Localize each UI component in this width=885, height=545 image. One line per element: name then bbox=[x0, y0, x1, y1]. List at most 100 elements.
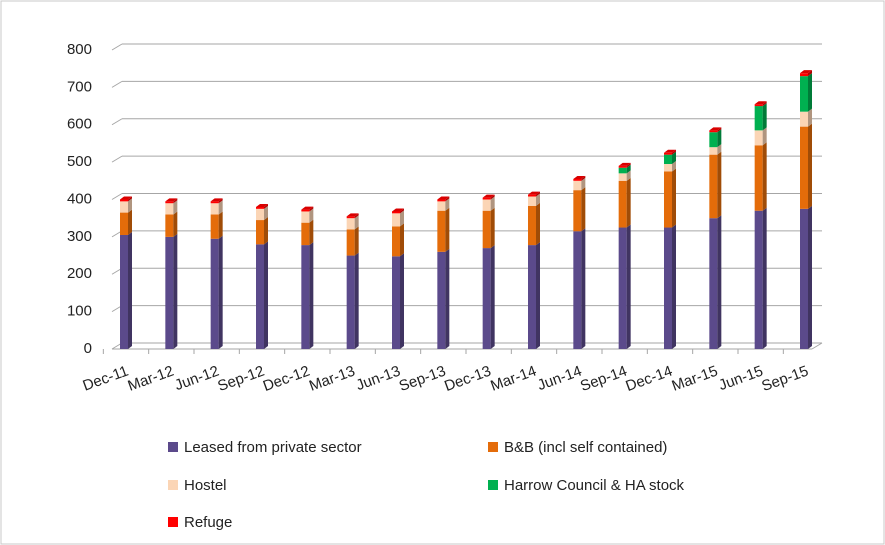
grid-line-side bbox=[111, 155, 123, 163]
bar-top bbox=[301, 206, 314, 210]
bar-segment bbox=[437, 201, 446, 211]
bar-segment-side bbox=[672, 149, 676, 155]
bar-segment-side bbox=[808, 70, 812, 77]
bar-segment bbox=[482, 210, 491, 249]
bar-segment bbox=[528, 196, 536, 206]
bar-segment-side bbox=[536, 202, 540, 246]
bar-segment-side bbox=[490, 207, 495, 249]
bar-segment-side bbox=[354, 252, 359, 349]
bar-segment-side bbox=[717, 215, 722, 349]
bar-segment bbox=[800, 126, 808, 209]
bar-segment bbox=[528, 194, 536, 197]
bar-segment-side bbox=[581, 177, 586, 191]
bar-top bbox=[120, 196, 132, 200]
bar-segment-side bbox=[400, 253, 404, 349]
bar-segment-side bbox=[536, 193, 540, 206]
bar-segment-side bbox=[626, 224, 631, 349]
y-tick-label: 400 bbox=[67, 190, 92, 207]
bar-segment bbox=[120, 199, 128, 202]
bar-segment-side bbox=[717, 151, 722, 219]
bar-segment-side bbox=[400, 208, 404, 214]
bar-segment bbox=[754, 145, 763, 211]
bar-segment-side bbox=[717, 127, 722, 133]
bar-segment-side bbox=[626, 177, 631, 228]
bar-segment bbox=[346, 218, 355, 230]
bar-segment bbox=[664, 163, 672, 172]
bar-segment bbox=[709, 132, 718, 148]
bar-segment-side bbox=[672, 168, 676, 228]
bar-segment-side bbox=[354, 213, 359, 219]
bar-top bbox=[437, 196, 450, 200]
legend-label: Harrow Council & HA stock bbox=[504, 477, 685, 494]
y-tick-label: 200 bbox=[67, 265, 92, 282]
bar-segment-side bbox=[490, 196, 495, 211]
bar-segment bbox=[482, 199, 491, 211]
bar-segment bbox=[573, 231, 582, 349]
bar-segment-side bbox=[445, 248, 450, 349]
bar-segment-side bbox=[218, 200, 223, 215]
bar-segment bbox=[754, 104, 763, 107]
grid-line-side bbox=[111, 43, 123, 51]
bar-segment-side bbox=[490, 245, 495, 349]
bar-segment-side bbox=[354, 226, 359, 256]
bar-segment-side bbox=[626, 162, 631, 168]
bar-segment-side bbox=[536, 191, 540, 197]
bar-segment bbox=[256, 208, 264, 221]
bar-segment-side bbox=[672, 151, 676, 164]
bar-segment-side bbox=[218, 198, 223, 204]
bar-segment-side bbox=[762, 142, 767, 211]
bar-segment bbox=[800, 111, 808, 127]
y-tick-label: 100 bbox=[67, 303, 92, 320]
bar-segment bbox=[754, 130, 763, 146]
bar-segment-side bbox=[309, 242, 314, 349]
bar-top bbox=[709, 127, 722, 131]
bar-segment-side bbox=[581, 228, 586, 349]
bar-segment bbox=[392, 226, 400, 257]
grid-line-side bbox=[111, 193, 123, 200]
y-tick-label: 600 bbox=[67, 116, 92, 133]
bar-segment bbox=[709, 147, 718, 155]
bar-segment-side bbox=[264, 241, 268, 349]
legend-swatch bbox=[168, 517, 178, 527]
bar-segment bbox=[392, 256, 400, 349]
bar-segment bbox=[301, 222, 310, 246]
bar-segment bbox=[482, 197, 491, 200]
bar-segment-side bbox=[536, 242, 540, 349]
bar-segment bbox=[210, 201, 219, 204]
bar-segment-side bbox=[445, 198, 450, 211]
bar-segment bbox=[664, 171, 672, 228]
bar-segment bbox=[165, 201, 174, 204]
legend-swatch bbox=[488, 480, 498, 490]
bar-segment-side bbox=[173, 200, 178, 215]
bar-segment bbox=[165, 203, 174, 215]
bar-segment-side bbox=[128, 209, 132, 236]
bar-segment bbox=[709, 154, 718, 219]
bar-segment-side bbox=[218, 211, 223, 239]
bar-segment-side bbox=[808, 205, 812, 349]
bar-segment bbox=[664, 154, 672, 164]
bar-segment-side bbox=[309, 208, 314, 223]
bar-top bbox=[754, 101, 767, 105]
bar-top bbox=[210, 198, 223, 202]
bar-segment bbox=[528, 245, 536, 349]
bar-top bbox=[800, 70, 812, 74]
bar-top bbox=[618, 162, 631, 166]
bar-segment bbox=[346, 216, 355, 219]
bar-segment bbox=[618, 167, 627, 174]
bar-segment bbox=[664, 227, 672, 349]
bar-segment-side bbox=[128, 232, 132, 349]
bar-segment bbox=[618, 227, 627, 349]
bar-segment bbox=[618, 180, 627, 228]
bar-segment-side bbox=[762, 101, 767, 107]
legend-label: B&B (incl self contained) bbox=[504, 439, 667, 456]
bar-segment bbox=[800, 76, 808, 112]
bar-segment bbox=[482, 248, 491, 349]
bar-segment bbox=[256, 244, 264, 349]
bar-segment bbox=[800, 208, 808, 349]
grid-line-side bbox=[111, 118, 123, 126]
bar-segment-side bbox=[762, 207, 767, 349]
bar-segment-side bbox=[762, 127, 767, 146]
bar-segment-side bbox=[808, 73, 812, 112]
bar-segment bbox=[437, 199, 446, 202]
